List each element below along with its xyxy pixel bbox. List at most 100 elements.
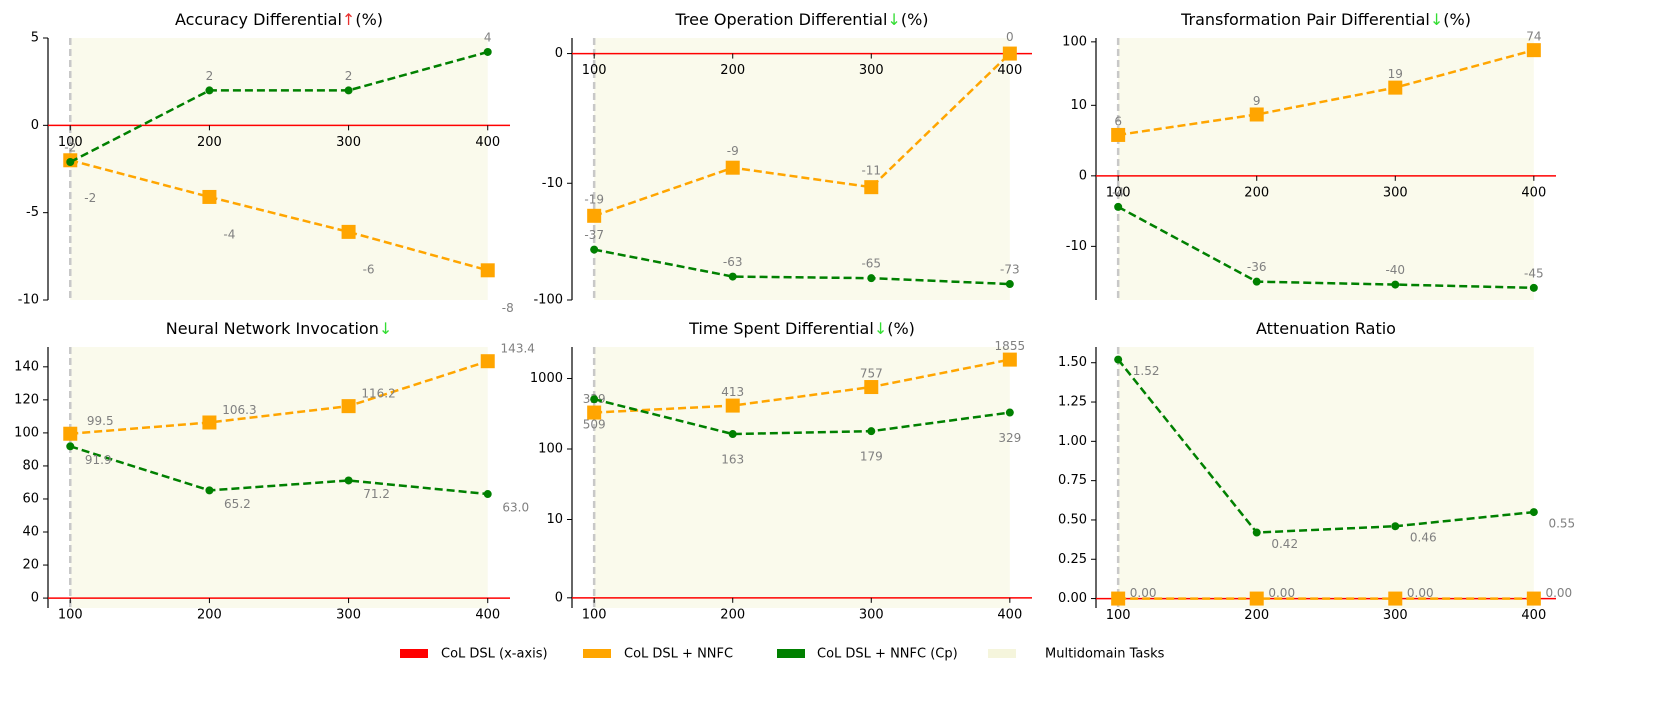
x-tick-label: 100 bbox=[582, 607, 607, 622]
x-tick-label: 400 bbox=[475, 135, 500, 150]
value-label: 2 bbox=[345, 69, 353, 83]
value-label: -36 bbox=[1247, 260, 1267, 274]
x-tick-label: 300 bbox=[1383, 185, 1408, 200]
legend-label: Multidomain Tasks bbox=[1045, 647, 1165, 662]
marker bbox=[1391, 522, 1400, 531]
y-tick-label: 10 bbox=[1070, 98, 1087, 113]
marker bbox=[867, 274, 876, 283]
y-tick-label: -10 bbox=[542, 176, 563, 191]
series-line bbox=[594, 358, 1011, 414]
marker bbox=[1249, 107, 1264, 122]
x-tick-label: 300 bbox=[336, 608, 361, 623]
value-label: -19 bbox=[584, 192, 604, 206]
y-tick-label: 60 bbox=[22, 491, 39, 506]
x-tick-label: 100 bbox=[1106, 185, 1131, 200]
marker bbox=[1388, 80, 1403, 95]
y-tick-label: 120 bbox=[14, 392, 39, 407]
value-label: 0.00 bbox=[1407, 586, 1434, 600]
title-arrow: ↓ bbox=[887, 10, 900, 29]
value-label: 71.2 bbox=[363, 487, 390, 501]
marker bbox=[590, 245, 599, 254]
value-label: 106.3 bbox=[222, 403, 256, 417]
chart-title: Accuracy Differential↑(%) bbox=[175, 10, 383, 29]
marker bbox=[1529, 283, 1538, 292]
shade-span bbox=[70, 38, 488, 300]
legend-swatch bbox=[988, 649, 1016, 658]
marker bbox=[341, 399, 356, 414]
value-label: 19 bbox=[1388, 67, 1403, 81]
value-label: 0.46 bbox=[1410, 531, 1437, 545]
chart-title: Attenuation Ratio bbox=[1256, 319, 1396, 338]
legend-label: CoL DSL + NNFC (Cp) bbox=[817, 647, 958, 662]
marker bbox=[66, 442, 75, 451]
marker bbox=[1111, 127, 1126, 142]
marker bbox=[867, 427, 876, 436]
shade-span bbox=[1118, 38, 1534, 300]
value-label: 413 bbox=[721, 385, 744, 399]
marker bbox=[1391, 280, 1400, 289]
marker bbox=[1005, 280, 1014, 289]
legend-swatch bbox=[400, 649, 428, 658]
marker bbox=[864, 180, 879, 195]
title-arrow: ↓ bbox=[1430, 10, 1443, 29]
shade-span bbox=[1118, 347, 1534, 608]
series-line bbox=[593, 397, 1010, 436]
series-line bbox=[1117, 48, 1535, 137]
y-tick-label: -10 bbox=[18, 293, 39, 308]
marker bbox=[1526, 43, 1541, 58]
chart-title: Time Spent Differential↓(%) bbox=[688, 319, 915, 338]
value-label: -4 bbox=[223, 227, 235, 241]
title-arrow: ↑ bbox=[342, 10, 355, 29]
y-tick-label: 0 bbox=[555, 590, 563, 605]
marker bbox=[725, 398, 740, 413]
value-label: 757 bbox=[860, 367, 883, 381]
marker bbox=[1529, 508, 1538, 517]
value-label: -2 bbox=[84, 191, 96, 205]
y-tick-label: 80 bbox=[22, 458, 39, 473]
value-label: 9 bbox=[1253, 94, 1261, 108]
value-label: -2 bbox=[64, 141, 76, 155]
shade-span bbox=[594, 38, 1010, 300]
y-tick-label: 1.50 bbox=[1058, 355, 1087, 370]
title-unit: (%) bbox=[355, 10, 383, 29]
value-label: 0 bbox=[1006, 30, 1014, 44]
x-tick-label: 400 bbox=[997, 607, 1022, 622]
marker bbox=[1114, 355, 1123, 364]
x-tick-label: 300 bbox=[859, 607, 884, 622]
title-arrow: ↓ bbox=[874, 319, 887, 338]
value-label: -9 bbox=[727, 144, 739, 158]
marker bbox=[728, 430, 737, 439]
y-tick-label: 1.25 bbox=[1058, 395, 1087, 410]
series-line bbox=[593, 52, 1011, 217]
x-tick-label: 100 bbox=[1106, 608, 1131, 623]
legend-label: CoL DSL + NNFC bbox=[624, 647, 733, 662]
value-label: 4 bbox=[484, 30, 492, 44]
value-label: 65.2 bbox=[224, 497, 251, 511]
x-tick-label: 300 bbox=[859, 63, 884, 78]
value-label: 0.00 bbox=[1545, 586, 1572, 600]
legend-label: CoL DSL (x-axis) bbox=[441, 647, 548, 662]
title-arrow: ↓ bbox=[379, 319, 392, 338]
value-label: 116.2 bbox=[361, 387, 395, 401]
marker bbox=[66, 158, 75, 167]
value-label: 329 bbox=[998, 431, 1021, 445]
value-label: 91.9 bbox=[85, 453, 112, 467]
y-tick-label: 5 bbox=[31, 31, 39, 46]
x-tick-label: 400 bbox=[475, 608, 500, 623]
marker bbox=[63, 426, 78, 441]
marker bbox=[1388, 591, 1403, 606]
title-text: Accuracy Differential bbox=[175, 10, 342, 29]
title-text: Attenuation Ratio bbox=[1256, 319, 1396, 338]
y-tick-label: 100 bbox=[1062, 34, 1087, 49]
value-label: -37 bbox=[584, 228, 604, 242]
marker bbox=[590, 395, 599, 404]
y-tick-label: 10 bbox=[546, 512, 563, 527]
legend-swatch bbox=[777, 649, 805, 658]
value-label: -40 bbox=[1385, 263, 1405, 277]
marker bbox=[1114, 202, 1123, 211]
value-label: -6 bbox=[363, 262, 375, 276]
value-label: -73 bbox=[1000, 263, 1020, 277]
y-tick-label: 0 bbox=[1079, 168, 1087, 183]
marker bbox=[1002, 352, 1017, 367]
